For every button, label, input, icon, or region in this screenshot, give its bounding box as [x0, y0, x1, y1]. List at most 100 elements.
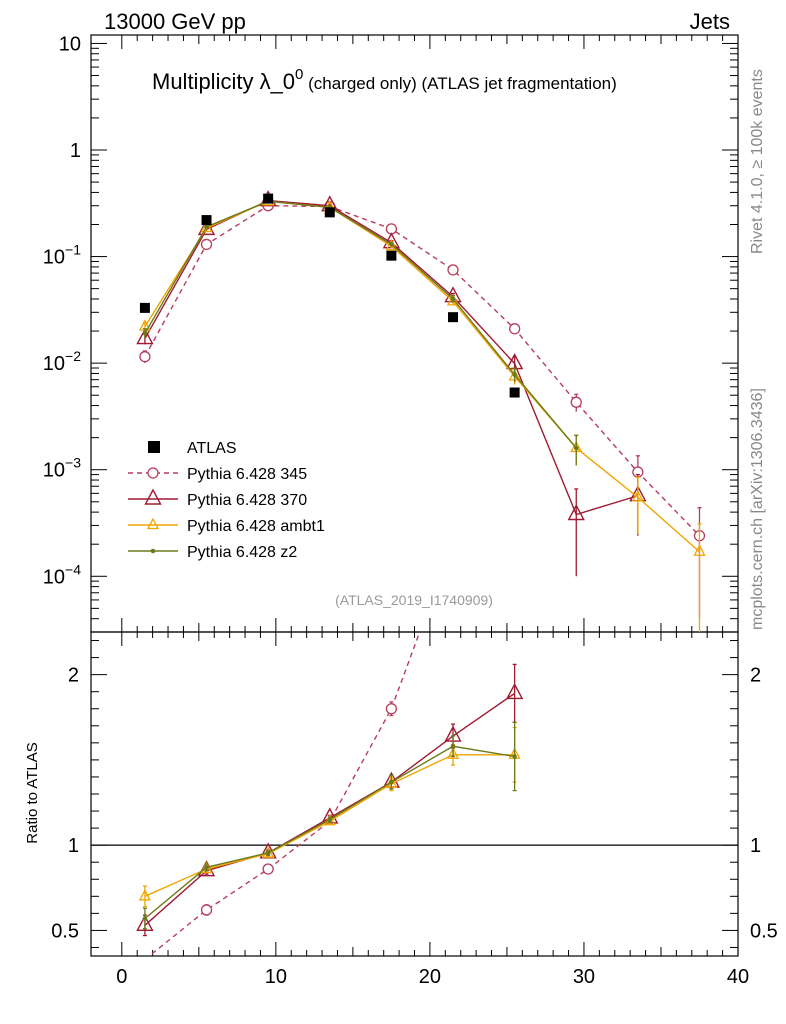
- atlas-data-point: [386, 250, 397, 261]
- series-line: [144, 200, 577, 449]
- ratio-point: [446, 747, 460, 759]
- x-tick-label: 30: [573, 966, 595, 988]
- series-main-2: [138, 193, 706, 632]
- y-tick-label: 10−3: [43, 455, 81, 482]
- legend-label: Pythia 6.428 ambt1: [187, 518, 325, 535]
- y-tick-mantissa: 10: [43, 460, 65, 482]
- chart-title-rest: (charged only) (ATLAS jet fragmentation): [303, 74, 616, 93]
- ratio-line: [148, 632, 421, 956]
- series-point: [385, 238, 398, 251]
- header-left: 13000 GeV pp: [104, 9, 246, 34]
- legend-atlas-label: ATLAS: [187, 440, 237, 457]
- legend-marker: [150, 548, 156, 554]
- ratio-point: [512, 754, 517, 759]
- ratio-plot-frame: [90, 631, 739, 957]
- series-point: [631, 489, 644, 502]
- series-ratio-1: [136, 663, 524, 937]
- ratio-line: [144, 745, 515, 920]
- ratio-tick-label-left: 1: [68, 835, 79, 857]
- series-point: [570, 396, 582, 408]
- ratio-point: [265, 850, 271, 856]
- ratio-point: [505, 682, 524, 700]
- atlas-data-point: [509, 387, 520, 398]
- ratio-point: [450, 743, 456, 749]
- series-line: [144, 205, 700, 537]
- series-point: [447, 264, 459, 276]
- y-tick-mantissa: 1: [70, 140, 81, 162]
- series-point: [508, 323, 521, 335]
- series-point: [512, 372, 517, 377]
- ratio-point: [327, 817, 333, 822]
- y-tick-exponent: −1: [65, 242, 81, 258]
- atlas-data-point: [263, 193, 274, 204]
- series-point: [200, 220, 213, 233]
- y-tick-exponent: −4: [65, 561, 81, 577]
- series-point: [446, 293, 460, 306]
- ratio-point: [204, 865, 209, 870]
- series-layer: [136, 190, 706, 956]
- y-tick-label: 10−4: [43, 561, 81, 588]
- y-tick-exponent: −2: [65, 348, 81, 364]
- ratio-tick-label-right: 0.5: [750, 920, 778, 942]
- y-tick-label: 1: [70, 140, 81, 162]
- y-tick-mantissa: 10: [59, 33, 81, 55]
- legend-label: Pythia 6.428 370: [187, 492, 307, 509]
- ratio-point: [385, 703, 398, 715]
- mcplots-label: mcplots.cern.ch [arXiv:1306.3436]: [749, 388, 766, 630]
- ratio-tick-label-left: 0.5: [51, 920, 79, 942]
- legend: ATLAS Pythia 6.428 345 Pythia 6.428 370 Pyt…: [128, 440, 325, 561]
- chart-title: Multiplicity λ_00 (charged only) (ATLAS …: [152, 66, 617, 94]
- series-point: [389, 242, 394, 247]
- y-tick-mantissa: 10: [43, 566, 65, 588]
- ratio-tick-label-left: 2: [68, 665, 79, 687]
- x-tick-label: 40: [727, 966, 749, 988]
- main-plot-frame: [90, 34, 739, 633]
- x-tick-label: 10: [265, 966, 287, 988]
- atlas-data: [139, 193, 520, 398]
- ratio-point: [262, 863, 274, 875]
- atlas-data-point: [448, 312, 459, 323]
- series-point: [204, 224, 209, 230]
- rivet-label: Rivet 4.1.0, ≥ 100k events: [749, 69, 766, 254]
- ratio-point: [262, 846, 275, 858]
- series-point: [197, 218, 216, 236]
- analysis-id: (ATLAS_2019_I1740909): [335, 592, 493, 608]
- y-tick-label: 10−2: [43, 348, 81, 375]
- y-tick-label: 10−1: [43, 242, 81, 269]
- series-point: [693, 544, 706, 556]
- x-tick-label: 0: [116, 966, 127, 988]
- legend-marker: [144, 488, 162, 505]
- legend-marker: [147, 467, 159, 479]
- y-tick-mantissa: 10: [43, 353, 65, 375]
- series-point: [139, 351, 151, 363]
- ratio-point: [136, 914, 154, 932]
- series-point: [573, 445, 579, 451]
- ratio-point: [389, 779, 394, 785]
- series-point: [142, 331, 148, 336]
- legend-label: Pythia 6.428 z2: [187, 544, 297, 561]
- atlas-data-point: [324, 207, 335, 218]
- ratio-point: [200, 861, 213, 874]
- series-point: [136, 328, 154, 345]
- y-tick-mantissa: 10: [43, 247, 65, 269]
- legend-marker: [146, 517, 160, 530]
- y-tick-exponent: −3: [65, 455, 81, 471]
- chart-title-sup: 0: [295, 66, 303, 83]
- ratio-tick-label-right: 1: [750, 835, 761, 857]
- ratio-point: [142, 916, 148, 921]
- ratio-point: [138, 888, 151, 901]
- series-point: [567, 504, 585, 521]
- legend-label: Pythia 6.428 345: [187, 466, 307, 483]
- x-tick-label: 20: [419, 966, 441, 988]
- ratio-point: [323, 813, 336, 826]
- series-ratio-3: [142, 721, 517, 930]
- ratio-point: [200, 904, 213, 916]
- series-point: [450, 296, 456, 302]
- series-ratio-0: [148, 632, 421, 956]
- series-point: [200, 238, 213, 251]
- y-tick-label: 10: [59, 33, 81, 55]
- atlas-data-point: [139, 302, 150, 313]
- header-right: Jets: [690, 9, 730, 34]
